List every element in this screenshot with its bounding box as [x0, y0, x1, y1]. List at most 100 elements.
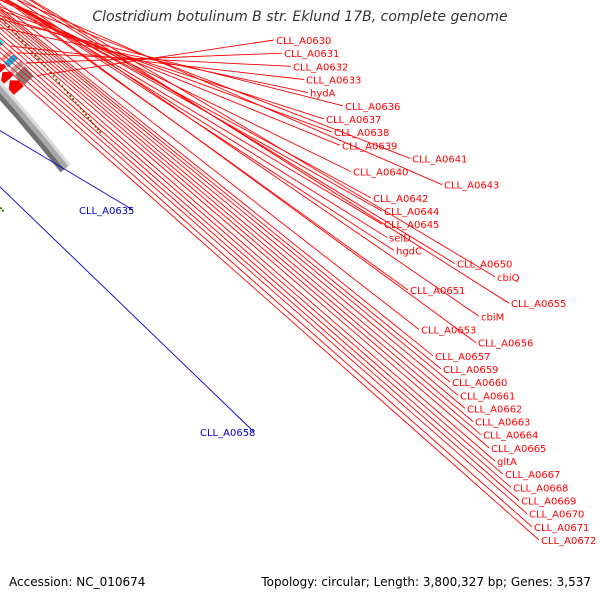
- forward-gene-label: CLL_A0644: [384, 207, 439, 218]
- forward-gene-label: CLL_A0645: [384, 220, 439, 231]
- forward-gene-label: CLL_A0667: [505, 470, 560, 481]
- forward-label-leader: [5, 0, 372, 199]
- forward-gene-label: CLL_A0632: [293, 62, 348, 73]
- backbone-highlight: [0, 80, 71, 167]
- forward-label-leader: [0, 9, 333, 133]
- forward-label-leader: [7, 0, 383, 212]
- forward-label-leader: [0, 11, 451, 383]
- forward-gene-label: cbiQ: [497, 273, 520, 284]
- gene-labels: CLL_A0630 CLL_A0631 CLL_A0632 CLL_A0633 hydA…: [0, 0, 596, 547]
- forward-gene-label: CLL_A0669: [521, 497, 576, 508]
- reverse-gene-label: CLL_A0658: [200, 428, 255, 439]
- forward-gene-label: gltA: [497, 457, 517, 468]
- forward-gene-label: CLL_A0662: [467, 404, 522, 415]
- outer-ring-dot: [71, 98, 75, 101]
- forward-gene-label: hydA: [310, 89, 336, 100]
- gene-track: [0, 38, 71, 173]
- forward-label-leader: [0, 46, 520, 501]
- forward-label-leader: [3, 0, 409, 291]
- forward-label-leader: [0, 3, 420, 330]
- forward-gene-label: CLL_A0653: [421, 326, 476, 337]
- outer-ring-dot: [87, 116, 90, 119]
- forward-gene-arrow: [1, 71, 14, 84]
- forward-gene-label: CLL_A0659: [443, 365, 498, 376]
- forward-label-leader: [0, 57, 533, 528]
- forward-gene-label: CLL_A0672: [541, 536, 596, 547]
- forward-label-leader: [0, 9, 442, 370]
- gene-function-block: [0, 38, 4, 47]
- forward-gene-label: CLL_A0651: [410, 286, 465, 297]
- forward-gene-label: selD: [389, 233, 411, 244]
- reverse-gene-label: CLL_A0635: [79, 206, 134, 217]
- forward-label-leader: [0, 20, 474, 422]
- outer-ring-dot: [84, 113, 87, 116]
- forward-label-leader: [31, 0, 496, 278]
- outer-ring-dot: [69, 94, 72, 98]
- forward-gene-label: CLL_A0670: [529, 510, 584, 521]
- forward-label-leader: [0, 37, 504, 475]
- forward-label-leader: [22, 0, 456, 265]
- forward-label-leader: [0, 14, 459, 396]
- forward-label-leader: [0, 6, 341, 146]
- forward-gene-label: CLL_A0642: [373, 194, 428, 205]
- outer-ring-dot: [99, 131, 102, 134]
- forward-gene-label: CLL_A0639: [342, 141, 397, 152]
- forward-label-leader: [0, 17, 466, 409]
- forward-label-leader: [0, 62, 540, 541]
- forward-label-leader: [0, 51, 528, 515]
- outer-ring-dot: [52, 75, 55, 78]
- forward-label-leader: [0, 18, 344, 107]
- outer-ring-dot: [37, 58, 40, 61]
- forward-gene-label: CLL_A0650: [457, 260, 512, 271]
- forward-label-leader: [0, 42, 512, 488]
- forward-gene-label: CLL_A0637: [326, 115, 381, 126]
- forward-label-leader: [16, 0, 443, 186]
- forward-label-leader: [29, 0, 510, 304]
- forward-gene-label: cbiM: [481, 312, 504, 323]
- reverse-label-leader: [0, 186, 255, 433]
- forward-gene-label: CLL_A0668: [513, 483, 568, 494]
- forward-gene-label: CLL_A0657: [435, 352, 490, 363]
- accession-text: Accession: NC_010674: [9, 575, 146, 589]
- forward-gene-label: CLL_A0633: [306, 76, 361, 87]
- forward-gene-label: CLL_A0640: [353, 168, 408, 179]
- forward-label-leader: [6, 0, 383, 225]
- gene-function-block: [0, 49, 13, 62]
- forward-gene-label: CLL_A0664: [483, 431, 538, 442]
- genome-summary-text: Topology: circular; Length: 3,800,327 bp…: [261, 575, 591, 589]
- forward-gene-arrow: [8, 80, 24, 95]
- forward-gene-label: CLL_A0660: [452, 378, 507, 389]
- forward-label-leader: [6, 0, 388, 238]
- forward-label-leader: [0, 23, 482, 436]
- forward-label-leader: [0, 27, 490, 449]
- inner-ring-dot: [0, 207, 2, 210]
- forward-gene-label: hgdC: [396, 247, 422, 258]
- forward-gene-label: CLL_A0643: [444, 181, 499, 192]
- forward-gene-label: CLL_A0663: [475, 418, 530, 429]
- forward-label-leader: [0, 15, 325, 120]
- forward-label-leader: [0, 32, 496, 462]
- forward-gene-label: CLL_A0630: [276, 36, 331, 47]
- backbone-shadow: [0, 92, 65, 173]
- forward-gene-label: CLL_A0656: [478, 339, 533, 350]
- forward-gene-arrow: [0, 63, 7, 73]
- reverse-label-leader: [0, 130, 134, 211]
- forward-gene-label: CLL_A0665: [491, 444, 546, 455]
- genome-title: Clostridium botulinum B str. Eklund 17B,…: [92, 9, 508, 25]
- forward-label-leader: [0, 27, 309, 94]
- forward-gene-label: CLL_A0638: [334, 128, 389, 139]
- forward-label-leader: [10, 45, 305, 80]
- forward-gene-label: CLL_A0655: [511, 299, 566, 310]
- forward-gene-label: CLL_A0671: [534, 523, 589, 534]
- forward-label-leader: [6, 0, 477, 343]
- outer-ring-dot: [55, 78, 58, 81]
- backbone-arc: [0, 85, 69, 170]
- forward-label-leader: [0, 7, 434, 357]
- forward-label-leader: [16, 0, 480, 317]
- inner-ring-dot: [1, 209, 4, 212]
- forward-label-leader: [0, 0, 352, 173]
- forward-gene-label: CLL_A0631: [284, 49, 339, 60]
- forward-gene-label: CLL_A0636: [345, 102, 400, 113]
- forward-gene-label: CLL_A0641: [412, 154, 467, 165]
